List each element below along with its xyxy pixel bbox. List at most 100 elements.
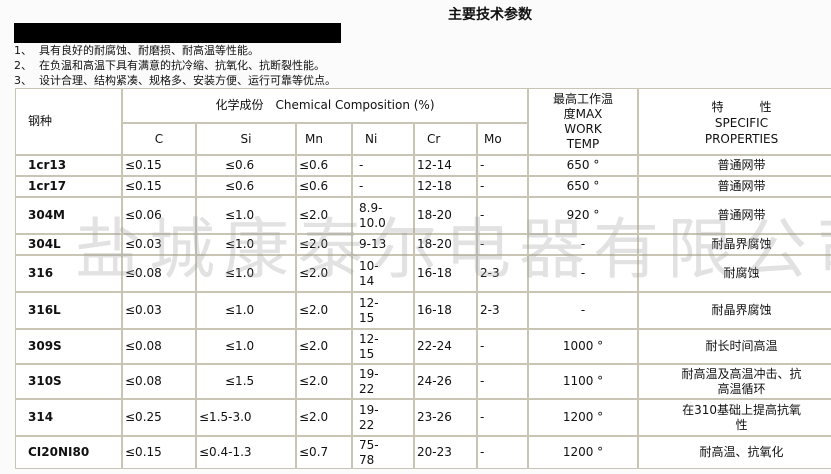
cell-ni: 19-22: [352, 399, 414, 436]
cell-cr: 12-14: [414, 155, 477, 176]
cell-prop: 耐腐蚀: [638, 255, 831, 292]
cell-ni: 9-13: [352, 234, 414, 255]
cell-prop: 普通网带: [638, 197, 831, 234]
cell-si: ≤1.5: [196, 364, 296, 399]
cell-mo: 2-3: [477, 255, 529, 292]
cell-prop: 耐高温、抗氧化: [638, 436, 831, 469]
cell-si: ≤1.0: [196, 197, 296, 234]
temp-header-line: TEMP: [566, 136, 600, 151]
cell-grade: 316L: [15, 292, 122, 329]
cell-mo: -: [477, 399, 529, 436]
cell-temp: -: [528, 292, 639, 329]
header-mo: Mo: [477, 123, 529, 155]
prop-header-line: SPECIFIC: [714, 116, 769, 130]
cell-grade: 316: [15, 255, 122, 292]
cell-mn: ≤2.0: [296, 255, 352, 292]
cell-ni: -: [352, 155, 414, 176]
cell-grade: 304M: [15, 197, 122, 234]
temp-header: 最高工作温 度MAX WORK TEMP: [528, 88, 639, 155]
cell-temp: -: [528, 255, 639, 292]
table-row: 316 ≤0.08 ≤1.0 ≤2.0 10-14 16-18 2-3- 耐腐蚀: [15, 255, 831, 292]
header-c: C: [122, 123, 196, 155]
prop-header-line: 特 性: [711, 100, 772, 114]
cell-cr: 18-20: [414, 234, 477, 255]
cell-grade: 1cr17: [15, 176, 122, 197]
feature-number: 2、: [14, 59, 32, 72]
cell-prop: 耐高温及高温冲击、抗高温循环: [638, 364, 831, 399]
cell-temp: 920 °: [528, 197, 639, 234]
cell-ni: 12-15: [352, 292, 414, 329]
cell-temp: 650 °: [528, 155, 639, 176]
feature-text: 在负温和高温下具有满意的抗冷缩、抗氧化、抗断裂性能。: [39, 59, 325, 72]
cell-c: ≤0.08: [122, 329, 196, 364]
feature-list: 1、 具有良好的耐腐蚀、耐磨损、耐高温等性能。 2、 在负温和高温下具有满意的抗冷缩、…: [14, 43, 336, 88]
cell-ni: 8.9-10.0: [352, 197, 414, 234]
cell-si: ≤0.6: [196, 176, 296, 197]
feature-item: 3、 设计合理、结构紧凑、规格多、安装方便、运行可靠等优点。: [14, 73, 336, 88]
feature-text: 具有良好的耐腐蚀、耐磨损、耐高温等性能。: [39, 44, 259, 57]
table-row: 304M ≤0.06 ≤1.0 ≤2.0 8.9-10.0 18-20-920 ° 普通网带: [15, 197, 831, 234]
cell-mo: -: [477, 234, 529, 255]
cell-si: ≤0.4-1.3: [196, 436, 296, 469]
cell-mn: ≤0.7: [296, 436, 352, 469]
cell-c: ≤0.15: [122, 176, 196, 197]
table-row: 309S ≤0.08 ≤1.0 ≤2.0 12-15 22-24-1000 ° 耐长时间高温: [15, 329, 831, 364]
cell-temp: 1100 °: [528, 364, 639, 399]
cell-cr: 16-18: [414, 255, 477, 292]
cell-cr: 23-26: [414, 399, 477, 436]
cell-c: ≤0.15: [122, 155, 196, 176]
cell-cr: 16-18: [414, 292, 477, 329]
cell-mn: ≤2.0: [296, 292, 352, 329]
cell-prop: 在310基础上提高抗氧性: [638, 399, 831, 436]
cell-cr: 20-23: [414, 436, 477, 469]
cell-si: ≤1.0: [196, 329, 296, 364]
cell-grade: 304L: [15, 234, 122, 255]
cell-prop: 耐晶界腐蚀: [638, 234, 831, 255]
cell-si: ≤1.5-3.0: [196, 399, 296, 436]
feature-item: 1、 具有良好的耐腐蚀、耐磨损、耐高温等性能。: [14, 43, 336, 58]
cell-prop: 普通网带: [638, 176, 831, 197]
cell-mo: -: [477, 176, 529, 197]
cell-grade: CI20NI80: [15, 436, 122, 469]
cell-mn: ≤2.0: [296, 329, 352, 364]
cell-si: ≤1.0: [196, 234, 296, 255]
composition-header: 化学成份 Chemical Composition (%): [122, 88, 529, 123]
cell-mn: ≤2.0: [296, 364, 352, 399]
table-row: 304L ≤0.03 ≤1.0 ≤2.0 9-13 18-20- - 耐晶界腐蚀: [15, 234, 831, 255]
cell-mn: ≤2.0: [296, 399, 352, 436]
cell-si: ≤1.0: [196, 292, 296, 329]
cell-ni: 12-15: [352, 329, 414, 364]
temp-header-line: 度MAX: [563, 106, 603, 121]
feature-text: 设计合理、结构紧凑、规格多、安装方便、运行可靠等优点。: [39, 74, 336, 87]
cell-cr: 22-24: [414, 329, 477, 364]
table-row: 314 ≤0.25 ≤1.5-3.0 ≤2.0 19-22 23-26-1200 ° 在31…: [15, 399, 831, 436]
cell-mn: ≤0.6: [296, 155, 352, 176]
cell-temp: 1200 °: [528, 399, 639, 436]
cell-mn: ≤0.6: [296, 176, 352, 197]
cell-temp: -: [528, 234, 639, 255]
cell-temp: 1200 °: [528, 436, 639, 469]
header-mn: Mn: [296, 123, 352, 155]
properties-header: 特 性 SPECIFIC PROPERTIES: [638, 88, 831, 155]
grade-header: 钢种: [15, 88, 122, 155]
cell-c: ≤0.06: [122, 197, 196, 234]
cell-c: ≤0.15: [122, 436, 196, 469]
cell-temp: 650 °: [528, 176, 639, 197]
cell-cr: 18-20: [414, 197, 477, 234]
cell-c: ≤0.03: [122, 292, 196, 329]
cell-c: ≤0.08: [122, 364, 196, 399]
cell-grade: 310S: [15, 364, 122, 399]
cell-mn: ≤2.0: [296, 234, 352, 255]
cell-ni: -: [352, 176, 414, 197]
cell-prop: 耐晶界腐蚀: [638, 292, 831, 329]
header-ni: Ni: [352, 123, 414, 155]
feature-number: 3、: [14, 74, 32, 87]
cell-mo: -: [477, 155, 529, 176]
cell-c: ≤0.08: [122, 255, 196, 292]
cell-grade: 1cr13: [15, 155, 122, 176]
cell-temp: 1000 °: [528, 329, 639, 364]
cell-c: ≤0.25: [122, 399, 196, 436]
feature-item: 2、 在负温和高温下具有满意的抗冷缩、抗氧化、抗断裂性能。: [14, 58, 336, 73]
cell-prop: 普通网带: [638, 155, 831, 176]
cell-grade: 309S: [15, 329, 122, 364]
